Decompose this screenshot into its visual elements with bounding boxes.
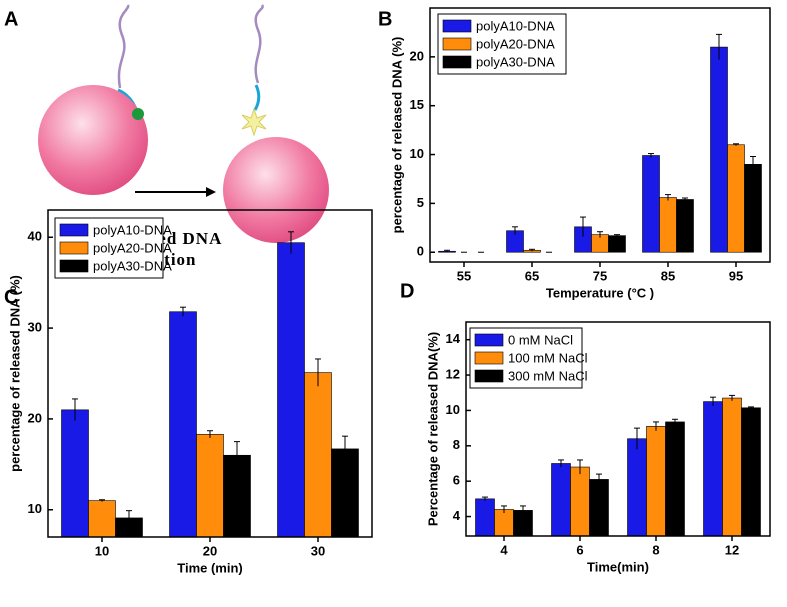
- x-tick-label: 12: [725, 542, 739, 557]
- release-burst: [241, 107, 267, 137]
- y-tick-label: 0: [417, 244, 424, 259]
- plot-frame: [47, 209, 373, 538]
- y-tick-label: 30: [28, 320, 42, 335]
- panel-label: B: [378, 8, 392, 30]
- x-tick-label: 75: [593, 268, 607, 283]
- legend-swatch: [442, 19, 472, 33]
- x-tick-label: 85: [661, 268, 675, 283]
- x-tick-label: 4: [500, 542, 508, 557]
- panel-label: D: [400, 280, 414, 302]
- legend-swatch: [59, 259, 89, 273]
- legend-label: polyA30-DNA: [93, 258, 172, 273]
- x-axis-title: Time (min): [177, 560, 243, 575]
- y-axis-title: percentage of released DNA (%): [7, 275, 22, 472]
- bar: [627, 438, 647, 537]
- legend-label: 0 mM NaCl: [508, 332, 573, 347]
- polya-linker: [253, 84, 261, 111]
- y-tick-label: 12: [446, 366, 460, 381]
- x-tick-label: 6: [576, 542, 583, 557]
- dna-strand: [254, 4, 264, 84]
- bar: [665, 421, 685, 537]
- legend-swatch: [474, 351, 504, 365]
- bar: [703, 401, 723, 537]
- bar: [741, 407, 761, 537]
- y-tick-label: 14: [446, 331, 461, 346]
- bar: [710, 46, 728, 253]
- y-tick-label: 10: [28, 501, 42, 516]
- legend-swatch: [442, 55, 472, 69]
- bar: [727, 144, 745, 253]
- bar: [551, 463, 571, 537]
- bar: [642, 155, 660, 253]
- x-tick-label: 30: [311, 543, 325, 558]
- x-tick-label: 55: [457, 268, 471, 283]
- gold-nanoparticle: [223, 137, 329, 243]
- y-tick-label: 4: [453, 508, 461, 523]
- y-tick-label: 40: [28, 229, 42, 244]
- legend-label: 300 mM NaCl: [508, 368, 588, 383]
- x-axis-title: Time(min): [587, 559, 649, 574]
- y-tick-label: 15: [410, 97, 424, 112]
- panel-label: C: [4, 286, 18, 308]
- legend-label: polyA20-DNA: [93, 240, 172, 255]
- y-tick-label: 5: [417, 195, 424, 210]
- bar: [744, 164, 762, 253]
- legend-label: polyA10-DNA: [476, 18, 555, 33]
- legend-label: polyA10-DNA: [93, 222, 172, 237]
- x-tick-label: 20: [203, 543, 217, 558]
- panel-label: A: [4, 8, 18, 30]
- bar: [570, 466, 590, 537]
- y-tick-label: 20: [28, 410, 42, 425]
- legend-label: polyA20-DNA: [476, 36, 555, 51]
- gold-nanoparticle: [38, 85, 148, 195]
- legend-swatch: [59, 241, 89, 255]
- bar: [589, 479, 609, 537]
- x-tick-label: 65: [525, 268, 539, 283]
- y-axis-title: percentage of released DNA (%): [389, 37, 404, 234]
- bar: [277, 242, 305, 538]
- bar: [676, 199, 694, 253]
- bar: [475, 498, 495, 537]
- legend-swatch: [59, 223, 89, 237]
- bar: [61, 409, 89, 538]
- bar: [196, 434, 224, 538]
- bar: [494, 509, 514, 537]
- x-tick-label: 8: [652, 542, 659, 557]
- bar: [88, 500, 116, 538]
- dna-strand: [117, 4, 130, 89]
- y-axis-title: Percentage of released DNA(%): [425, 332, 440, 526]
- plot-frame: [465, 321, 771, 537]
- bar: [659, 197, 677, 253]
- bar: [646, 426, 666, 537]
- y-tick-label: 8: [453, 437, 460, 452]
- bar: [608, 235, 626, 253]
- x-tick-label: 95: [729, 268, 743, 283]
- anchor-dot: [132, 108, 144, 120]
- diagram: A nonthiolated DNA dissociation: [4, 4, 329, 269]
- y-tick-label: 10: [410, 146, 424, 161]
- arrow-head: [206, 187, 216, 197]
- legend-swatch: [474, 333, 504, 347]
- bar: [304, 372, 332, 538]
- legend-swatch: [474, 369, 504, 383]
- legend-swatch: [442, 37, 472, 51]
- bar: [722, 397, 742, 537]
- plot-frame: [429, 7, 771, 263]
- legend-label: 100 mM NaCl: [508, 350, 588, 365]
- y-tick-label: 6: [453, 473, 460, 488]
- y-tick-label: 20: [410, 48, 424, 63]
- bar: [169, 311, 197, 538]
- y-tick-label: 10: [446, 402, 460, 417]
- x-axis-title: Temperature (°C ): [546, 285, 654, 300]
- bar: [331, 448, 359, 538]
- legend-label: polyA30-DNA: [476, 54, 555, 69]
- x-tick-label: 10: [95, 543, 109, 558]
